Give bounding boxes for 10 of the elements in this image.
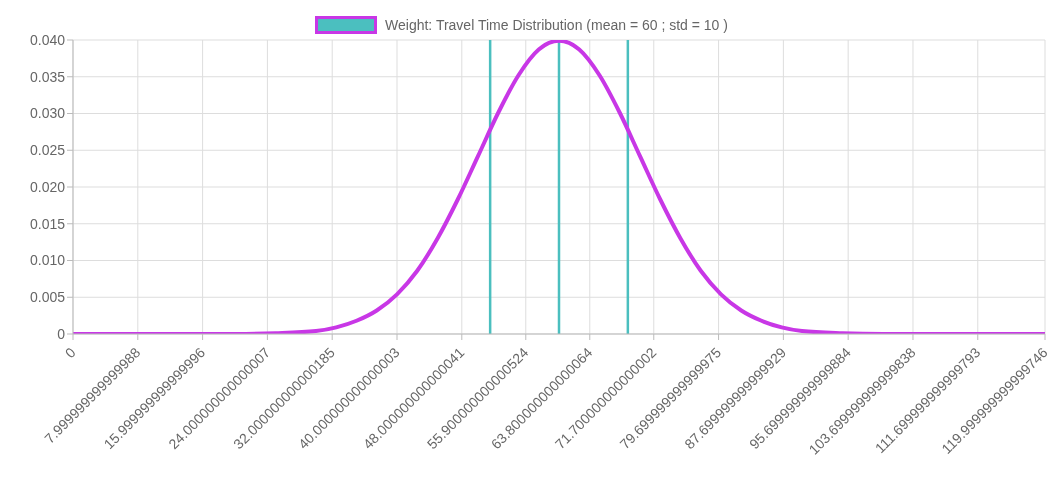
y-tick-label: 0 — [57, 325, 66, 342]
y-tick-label: 0.025 — [29, 142, 66, 159]
legend-label: Weight: Travel Time Distribution (mean = 60 ; std = 10 ) — [385, 17, 728, 33]
y-tick-label: 0.005 — [29, 289, 66, 306]
y-tick-label: 0.010 — [29, 252, 66, 269]
y-tick-label: 0.030 — [29, 105, 66, 122]
y-tick-label: 0.020 — [29, 178, 66, 195]
y-tick-label: 0.040 — [29, 31, 66, 48]
y-tick-label: 0.035 — [29, 68, 66, 85]
y-tick-label: 0.015 — [29, 215, 66, 232]
